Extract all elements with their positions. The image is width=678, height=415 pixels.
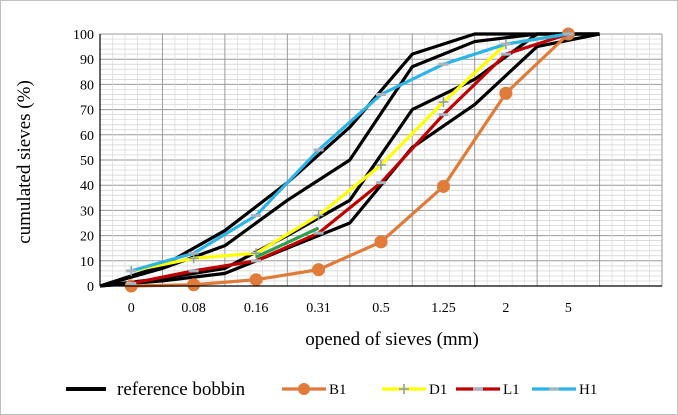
legend-item-L1: L1 (456, 382, 520, 398)
legend-item-reference: reference bobbin (66, 379, 246, 400)
series-line-D1 (130, 32, 569, 273)
data-point (374, 235, 388, 249)
reference-line (99, 32, 600, 288)
data-point (499, 86, 513, 100)
series-line-H1 (130, 32, 569, 273)
y-tick-label: 50 (80, 154, 94, 169)
series-lines (124, 27, 575, 293)
legend-label-B1: B1 (329, 382, 347, 398)
legend-marker (298, 383, 310, 395)
y-tick-label: 0 (87, 280, 94, 295)
x-tick-label: 0.16 (244, 301, 269, 316)
x-tick-label: 0.5 (372, 301, 390, 316)
reference-line (99, 32, 600, 288)
x-tick-label: 0.31 (306, 301, 331, 316)
legend-label-reference: reference bobbin (117, 379, 246, 400)
x-tick-label: 1.25 (431, 301, 456, 316)
series-line-L1 (130, 32, 569, 286)
data-point (187, 278, 201, 292)
y-tick-label: 20 (80, 230, 94, 245)
y-tick-label: 30 (80, 204, 94, 219)
y-tick-label: 90 (80, 53, 94, 68)
x-axis-title: opened of sieves (mm) (305, 329, 479, 350)
legend-item-D1: D1 (382, 382, 447, 398)
legend-label-H1: H1 (579, 382, 597, 398)
data-point (249, 273, 263, 287)
y-tick-label: 60 (80, 129, 94, 144)
legend-label-L1: L1 (503, 382, 520, 398)
legend: reference bobbin B1 D1 L1 H1 (66, 379, 597, 400)
data-point (312, 263, 326, 277)
x-tick-label: 2 (502, 301, 509, 316)
y-axis-title: cumulated sieves (%) (14, 80, 35, 244)
series-line-green (255, 226, 320, 259)
y-tick-labels: 0 10 20 30 40 50 60 70 80 90 100 (73, 28, 94, 295)
y-tick-label: 70 (80, 104, 94, 119)
y-tick-label: 80 (80, 78, 94, 93)
x-tick-labels: 0 0.08 0.16 0.31 0.5 1.25 2 5 (128, 301, 572, 316)
y-tick-label: 100 (73, 28, 94, 43)
x-tick-label: 5 (565, 301, 572, 316)
legend-item-H1: H1 (532, 382, 597, 398)
series-B1 (124, 27, 575, 293)
axes (99, 34, 662, 287)
series-H1 (126, 32, 574, 273)
x-tick-label: 0.08 (181, 301, 206, 316)
data-point (436, 179, 450, 193)
legend-item-B1: B1 (282, 382, 347, 398)
legend-label-D1: D1 (429, 382, 447, 398)
y-tick-label: 40 (80, 179, 94, 194)
series-L1 (126, 32, 574, 286)
x-tick-label: 0 (128, 301, 135, 316)
series-line-B1 (131, 32, 570, 288)
y-tick-label: 10 (80, 255, 94, 270)
